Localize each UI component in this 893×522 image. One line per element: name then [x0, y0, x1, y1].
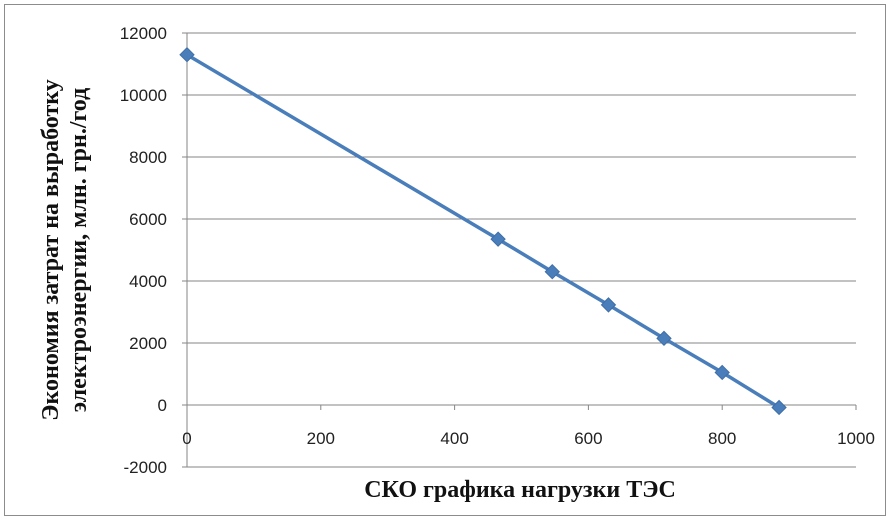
series-line [185, 52, 781, 410]
y-tick-label: 0 [158, 396, 167, 415]
x-tick-label: 400 [440, 429, 468, 448]
y-axis-title-line2: электроэнергии, млн. грн./год [66, 88, 92, 413]
y-tick-label: 12000 [120, 24, 167, 43]
y-tick-label: 6000 [129, 210, 167, 229]
x-tick-label: 600 [574, 429, 602, 448]
data-series [179, 46, 787, 416]
x-axis-title: СКО графика нагрузки ТЭС [364, 477, 676, 503]
data-point [771, 399, 787, 416]
chart-frame [4, 4, 886, 516]
x-tick-label: 1000 [837, 429, 875, 448]
data-point [490, 231, 506, 247]
y-tick-label: -2000 [124, 458, 167, 477]
y-tick-label: 10000 [120, 86, 167, 105]
y-tick-labels: -2000 0 2000 4000 6000 8000 10000 12000 [120, 24, 167, 477]
y-axis-title-line1: Экономия затрат на выработку [38, 79, 64, 420]
data-point [179, 46, 195, 63]
x-tick-label: 0 [182, 429, 191, 448]
x-tick-label: 200 [307, 429, 335, 448]
x-tick-labels: 0 200 400 600 800 1000 [182, 429, 875, 448]
data-point [544, 263, 560, 280]
y-tick-label: 8000 [129, 148, 167, 167]
y-tick-label: 4000 [129, 272, 167, 291]
data-point [714, 364, 730, 381]
gridlines [187, 32, 856, 468]
x-tick-label: 800 [708, 429, 736, 448]
data-point [656, 330, 672, 347]
data-point [600, 297, 617, 313]
y-tick-label: 2000 [129, 334, 167, 353]
axes [182, 32, 857, 468]
